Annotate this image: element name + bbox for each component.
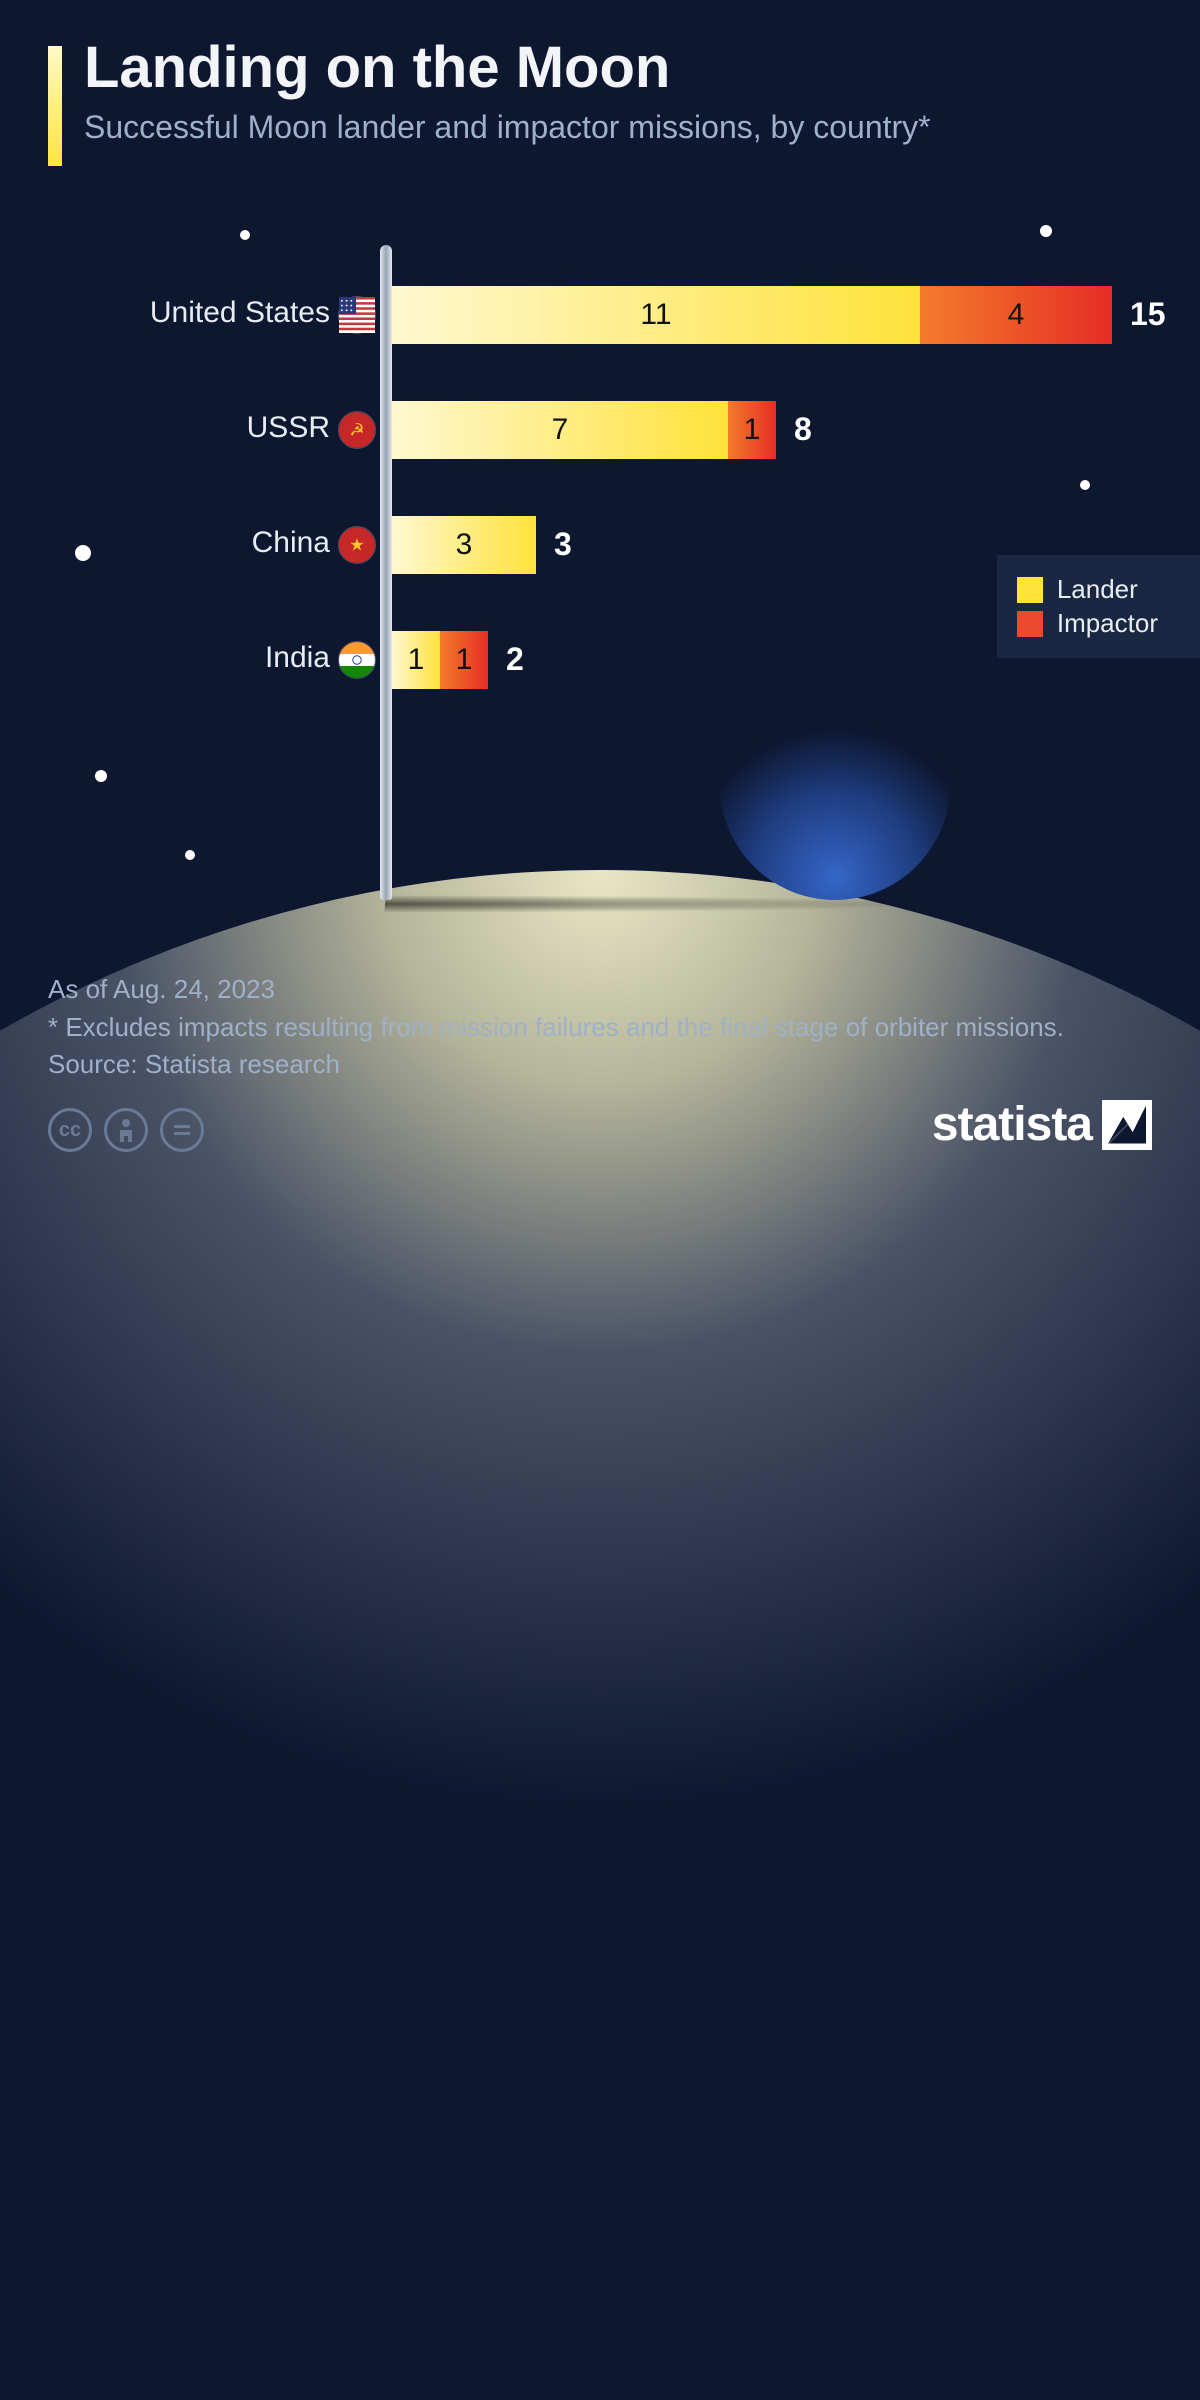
legend-item-lander: Lander xyxy=(1017,574,1158,605)
footer-date: As of Aug. 24, 2023 xyxy=(48,971,1152,1009)
stacked-bar: 71 xyxy=(392,401,776,459)
flag-icon: ☭ xyxy=(338,411,376,449)
page-subtitle: Successful Moon lander and impactor miss… xyxy=(84,109,931,146)
legend: Lander Impactor xyxy=(997,555,1200,658)
legend-label: Lander xyxy=(1057,574,1138,605)
svg-text:★: ★ xyxy=(349,536,364,555)
nd-icon xyxy=(160,1108,204,1152)
bar-segment-impactor: 4 xyxy=(920,286,1112,344)
country-label: United States xyxy=(0,296,330,330)
table-row: USSR ☭718 xyxy=(0,395,1200,465)
header: Landing on the Moon Successful Moon land… xyxy=(48,38,1152,166)
bar-chart: United States 11415USSR ☭718China ★33Ind… xyxy=(0,280,1200,740)
legend-label: Impactor xyxy=(1057,608,1158,639)
by-icon xyxy=(104,1108,148,1152)
bar-segment-lander: 1 xyxy=(392,631,440,689)
statista-logo: statista xyxy=(932,1097,1152,1152)
star-icon xyxy=(95,770,107,782)
table-row: United States 11 4 15 xyxy=(0,280,1200,350)
bar-value: 1 xyxy=(744,413,761,447)
bar-segment-impactor: 1 xyxy=(728,401,776,459)
country-label: USSR xyxy=(0,411,330,445)
footer-note: * Excludes impacts resulting from missio… xyxy=(48,1009,1152,1047)
bar-segment-lander: 3 xyxy=(392,516,536,574)
stacked-bar: 11 4 xyxy=(392,286,1112,344)
bar-value: 11 xyxy=(640,298,671,332)
stacked-bar: 3 xyxy=(392,516,536,574)
row-total: 2 xyxy=(506,641,524,678)
bar-value: 4 xyxy=(1008,298,1025,332)
legend-item-impactor: Impactor xyxy=(1017,608,1158,639)
legend-swatch-impactor xyxy=(1017,611,1043,637)
cc-icon: cc xyxy=(48,1108,92,1152)
bar-value: 1 xyxy=(408,643,425,677)
footer-source: Source: Statista research xyxy=(48,1046,1152,1084)
svg-text:☭: ☭ xyxy=(349,421,364,440)
legend-swatch-lander xyxy=(1017,577,1043,603)
logo-mark-icon xyxy=(1102,1100,1152,1150)
flag-icon: ★ xyxy=(338,526,376,564)
country-label: China xyxy=(0,526,330,560)
row-total: 8 xyxy=(794,411,812,448)
star-icon xyxy=(185,850,195,860)
flag-icon xyxy=(338,296,376,334)
flagpole-shadow xyxy=(384,895,945,913)
star-icon xyxy=(240,230,250,240)
row-total: 3 xyxy=(554,526,572,563)
bar-value: 7 xyxy=(552,413,569,447)
logo-text: statista xyxy=(932,1097,1092,1152)
bar-segment-impactor: 1 xyxy=(440,631,488,689)
bar-value: 1 xyxy=(456,643,473,677)
country-label: India xyxy=(0,641,330,675)
stacked-bar: 11 xyxy=(392,631,488,689)
bar-value: 3 xyxy=(456,528,473,562)
title-accent-bar xyxy=(48,46,62,166)
flag-icon xyxy=(338,641,376,679)
bar-segment-lander: 11 xyxy=(392,286,920,344)
page-title: Landing on the Moon xyxy=(84,38,931,99)
row-total: 15 xyxy=(1130,296,1166,333)
star-icon xyxy=(1040,225,1052,237)
bar-segment-lander: 7 xyxy=(392,401,728,459)
